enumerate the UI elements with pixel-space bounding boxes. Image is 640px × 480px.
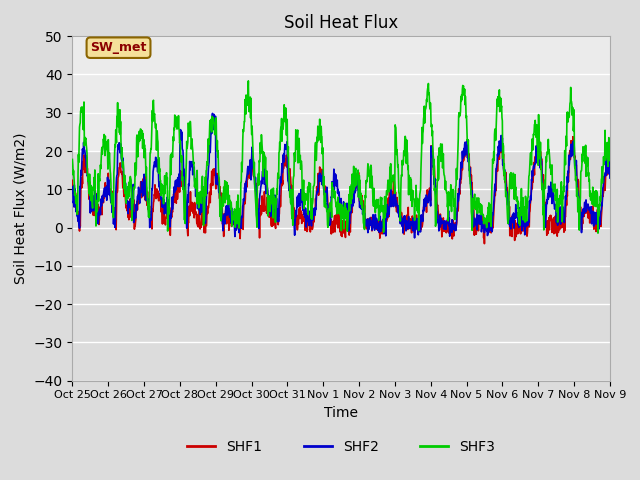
SHF2 — [411, 235, 419, 241]
Line: SHF1: SHF1 — [72, 135, 610, 244]
SHF2 — [188, 164, 196, 169]
SHF2 — [175, 182, 182, 188]
SHF2 — [495, 138, 503, 144]
SHF1 — [175, 183, 182, 189]
Title: Soil Heat Flux: Soil Heat Flux — [284, 14, 398, 32]
SHF2 — [248, 164, 256, 169]
SHF3 — [244, 78, 252, 84]
SHF3 — [594, 230, 602, 236]
SHF3 — [543, 159, 550, 165]
SHF3 — [175, 125, 182, 131]
Legend: SHF1, SHF2, SHF3: SHF1, SHF2, SHF3 — [182, 435, 500, 460]
SHF1 — [424, 189, 432, 195]
SHF3 — [68, 156, 76, 162]
SHF1 — [68, 178, 76, 183]
SHF1 — [543, 232, 550, 238]
SHF3 — [606, 157, 614, 163]
SHF3 — [248, 133, 256, 139]
SHF2 — [426, 192, 433, 197]
X-axis label: Time: Time — [324, 406, 358, 420]
SHF3 — [188, 136, 196, 142]
SHF3 — [425, 92, 433, 97]
SHF1 — [248, 156, 256, 162]
SHF2 — [209, 110, 216, 116]
SHF1 — [535, 132, 543, 138]
SHF2 — [543, 197, 550, 203]
SHF1 — [481, 241, 488, 247]
Line: SHF3: SHF3 — [72, 81, 610, 233]
Line: SHF2: SHF2 — [72, 113, 610, 238]
Text: SW_met: SW_met — [90, 41, 147, 54]
SHF1 — [606, 165, 614, 171]
SHF2 — [68, 188, 76, 193]
SHF2 — [606, 175, 614, 181]
SHF1 — [188, 200, 196, 205]
Y-axis label: Soil Heat Flux (W/m2): Soil Heat Flux (W/m2) — [14, 132, 28, 284]
SHF1 — [495, 147, 503, 153]
Bar — [72, 36, 610, 151]
SHF3 — [495, 98, 503, 104]
